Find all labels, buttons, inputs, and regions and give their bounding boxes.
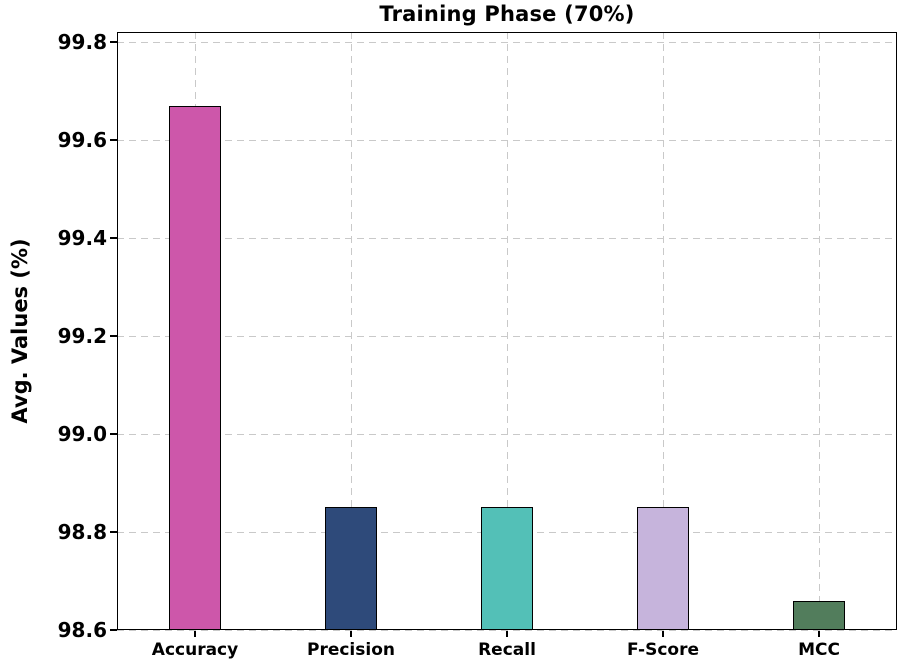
- h-gridline: [117, 630, 897, 631]
- y-tick-mark: [110, 432, 117, 435]
- v-gridline: [507, 32, 508, 630]
- y-tick-label: 99.8: [57, 29, 107, 54]
- y-tick-mark: [110, 334, 117, 337]
- x-tick-mark: [506, 630, 508, 637]
- x-tick-label: MCC: [798, 640, 840, 660]
- y-tick-mark: [110, 236, 117, 239]
- y-tick-label: 98.8: [57, 519, 107, 544]
- x-tick-label: F-Score: [626, 640, 700, 660]
- plot-area: [117, 32, 897, 631]
- x-tick-mark: [662, 630, 664, 637]
- x-tick-mark: [818, 630, 820, 637]
- x-tick-label: Accuracy: [151, 640, 239, 660]
- x-tick-label: Recall: [478, 640, 536, 660]
- bar-accuracy: [169, 105, 221, 630]
- y-tick-label: 99.4: [57, 225, 107, 250]
- y-tick-mark: [110, 138, 117, 141]
- v-gridline: [351, 32, 352, 630]
- bar-precision: [325, 507, 377, 630]
- y-tick-label: 99.0: [57, 421, 107, 446]
- x-tick-mark: [194, 630, 196, 637]
- bar-recall: [481, 507, 533, 630]
- y-tick-label: 99.2: [57, 323, 107, 348]
- x-tick-mark: [350, 630, 352, 637]
- y-tick-mark: [110, 530, 117, 533]
- bar-f-score: [637, 507, 689, 630]
- v-gridline: [819, 32, 820, 630]
- y-tick-label: 98.6: [57, 618, 107, 642]
- x-tick-label: Precision: [306, 640, 395, 660]
- bar-mcc: [793, 600, 845, 630]
- v-gridline: [663, 32, 664, 630]
- chart-title: Training Phase (70%): [379, 2, 635, 26]
- y-tick-mark: [110, 629, 117, 631]
- y-tick-mark: [110, 40, 117, 43]
- y-tick-label: 99.6: [57, 127, 107, 152]
